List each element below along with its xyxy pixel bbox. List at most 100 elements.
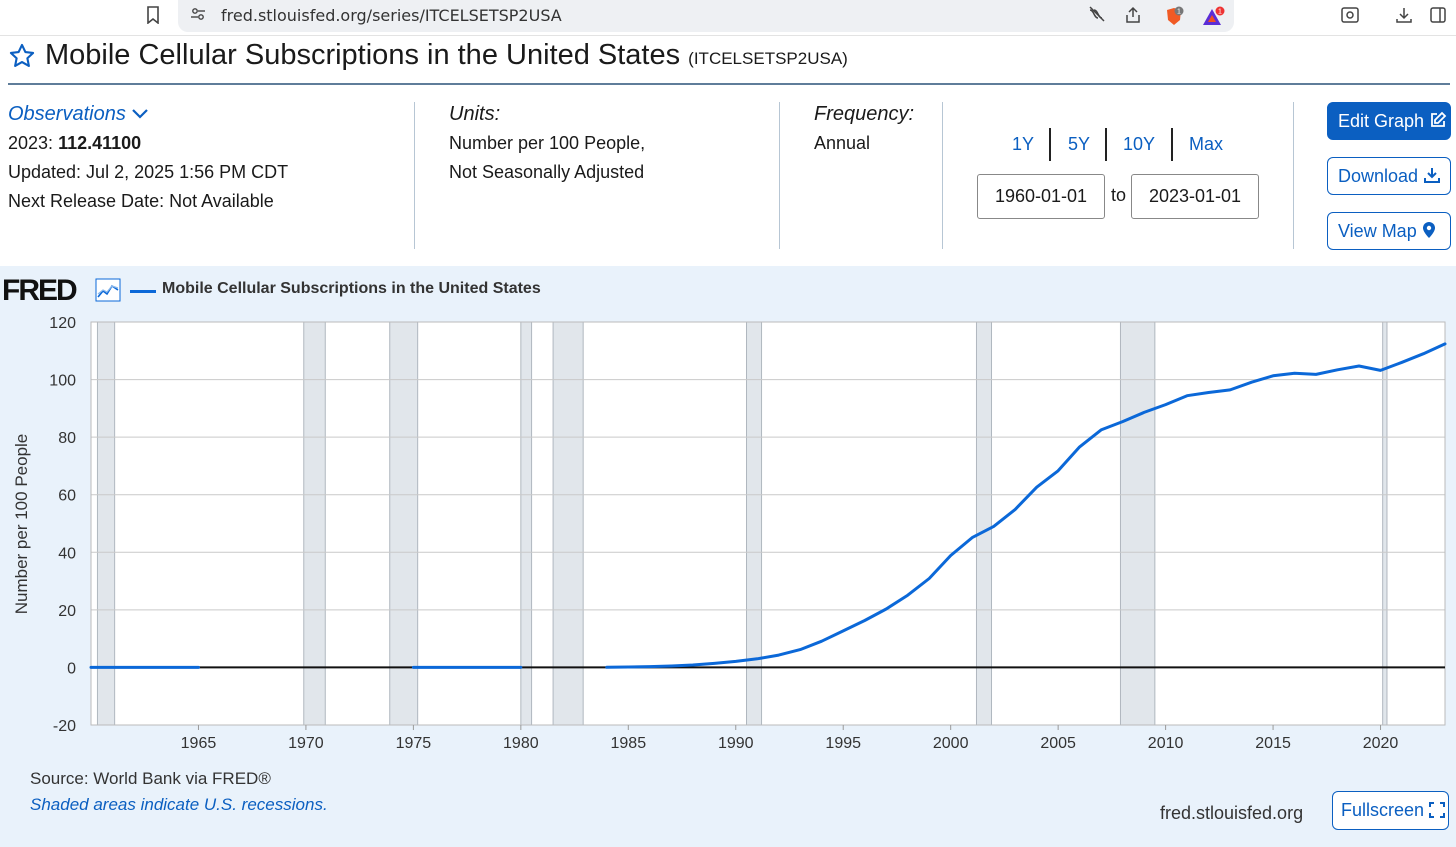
next-release-text: Next Release Date: Not Available	[8, 191, 274, 211]
series-id: (ITCELSETSP2USA)	[688, 49, 848, 68]
plot-border	[90, 321, 1446, 726]
map-pin-icon	[1422, 221, 1436, 241]
frequency-value: Annual	[814, 133, 871, 153]
brave-shields-icon[interactable]: 1	[1163, 6, 1184, 26]
y-tick-label: 120	[49, 315, 76, 332]
x-tick-label: 1970	[288, 735, 324, 752]
screenshot-icon[interactable]	[1340, 6, 1360, 26]
download-icon	[1423, 166, 1441, 186]
units-line-1: Number per 100 People,	[449, 133, 646, 153]
x-tick-label: 1995	[825, 735, 861, 752]
edit-graph-button[interactable]: Edit Graph	[1327, 102, 1451, 140]
range-1y[interactable]: 1Y	[1011, 134, 1035, 154]
legend-swatch	[130, 290, 156, 293]
page-title: Mobile Cellular Subscriptions in the Uni…	[45, 39, 848, 72]
download-button[interactable]: Download	[1327, 157, 1451, 195]
bookmark-icon[interactable]	[143, 6, 163, 26]
units-line-2: Not Seasonally Adjusted	[449, 162, 645, 182]
url-text[interactable]: fred.stlouisfed.org/series/ITCELSETSP2US…	[221, 6, 562, 25]
site-settings-icon[interactable]	[188, 6, 208, 26]
y-tick-label: 100	[49, 373, 76, 390]
svg-text:1: 1	[1218, 9, 1222, 16]
series-line	[605, 342, 1447, 669]
divider	[414, 102, 415, 249]
recession-shade	[520, 321, 533, 726]
fred-logo[interactable]: FRED	[2, 274, 78, 307]
view-map-label: View Map	[1338, 221, 1417, 241]
series-title: Mobile Cellular Subscriptions in the Uni…	[45, 39, 681, 71]
address-bar[interactable]	[178, 0, 1234, 32]
edit-graph-label: Edit Graph	[1338, 111, 1425, 131]
share-icon[interactable]	[1123, 6, 1143, 26]
graph-panel: FRED Mobile Cellular Subscriptions in th…	[0, 266, 1456, 847]
recession-shade	[975, 321, 993, 726]
latest-value: 112.41100	[58, 133, 142, 153]
downloads-icon[interactable]	[1394, 6, 1414, 26]
x-tick-label: 1975	[396, 735, 432, 752]
legend-label: Mobile Cellular Subscriptions in the Uni…	[162, 280, 541, 297]
recession-shade	[96, 321, 116, 726]
x-tick-label: 2000	[933, 735, 969, 752]
x-tick-label: 2010	[1148, 735, 1184, 752]
fred-site-link[interactable]: fred.stlouisfed.org	[1160, 803, 1304, 823]
range-divider	[1049, 128, 1051, 161]
chart-line-icon	[95, 278, 121, 307]
fullscreen-icon	[1429, 800, 1446, 820]
x-tick-label: 1990	[718, 735, 754, 752]
latest-observation: 2023: 112.41100	[8, 129, 288, 158]
range-divider	[1171, 128, 1173, 161]
line-chart[interactable]: -20 0 20 40 60 80 100 120 1965 1970 1975 1980 1985 1…	[0, 266, 1456, 766]
x-tick-label: 1985	[611, 735, 647, 752]
recession-shade	[1382, 321, 1388, 726]
recession-shade	[389, 321, 419, 726]
updated-text: Updated: Jul 2, 2025 1:56 PM CDT	[8, 162, 289, 182]
observations-label: Observations	[8, 103, 126, 125]
recession-shade	[746, 321, 763, 726]
frequency-label: Frequency:	[814, 103, 915, 125]
y-tick-label: 60	[58, 488, 76, 505]
svg-text:1: 1	[1177, 9, 1181, 16]
recession-note[interactable]: Shaded areas indicate U.S. recessions.	[30, 795, 328, 814]
edit-icon	[1429, 111, 1447, 131]
observations-toggle[interactable]: Observations	[8, 100, 288, 129]
brave-rewards-icon[interactable]: 1	[1201, 6, 1225, 26]
y-tick-label: 0	[67, 660, 76, 677]
y-axis-label: Number per 100 People	[12, 434, 31, 615]
download-label: Download	[1338, 166, 1419, 186]
date-range-to-label: to	[1111, 185, 1127, 205]
view-map-button[interactable]: View Map	[1327, 212, 1451, 250]
fullscreen-label: Fullscreen	[1341, 800, 1425, 820]
start-date-input[interactable]: 1960-01-01	[977, 174, 1105, 219]
recession-shade	[303, 321, 326, 726]
range-10y[interactable]: 10Y	[1122, 134, 1156, 154]
recession-shade	[1119, 321, 1156, 726]
sidebar-toggle-icon[interactable]	[1428, 6, 1448, 26]
browser-toolbar: fred.stlouisfed.org/series/ITCELSETSP2US…	[0, 0, 1456, 36]
x-tick-label: 2015	[1255, 735, 1291, 752]
y-tick-label: 20	[58, 603, 76, 620]
x-tick-label: 2005	[1040, 735, 1076, 752]
star-icon[interactable]	[8, 42, 36, 77]
divider	[1293, 102, 1294, 249]
latest-year: 2023:	[8, 133, 54, 153]
chevron-down-icon	[131, 104, 149, 124]
units-panel: Units: Number per 100 People, Not Season…	[449, 100, 645, 187]
recession-shade	[552, 321, 584, 726]
range-max[interactable]: Max	[1188, 134, 1223, 154]
observations-panel: Observations 2023: 112.41100 Updated: Ju…	[8, 100, 288, 216]
source-note: Source: World Bank via FRED®	[30, 769, 271, 788]
x-tick-label: 1965	[181, 735, 217, 752]
title-divider	[8, 83, 1450, 85]
series-title-row: Mobile Cellular Subscriptions in the Uni…	[0, 38, 1456, 82]
reader-mode-icon[interactable]	[1087, 6, 1107, 26]
range-divider	[1105, 128, 1107, 161]
range-5y[interactable]: 5Y	[1067, 134, 1091, 154]
y-tick-label: 80	[58, 430, 76, 447]
y-tick-label: 40	[58, 545, 76, 562]
end-date-input[interactable]: 2023-01-01	[1131, 174, 1259, 219]
x-tick-label: 1980	[503, 735, 539, 752]
divider	[779, 102, 780, 249]
units-label: Units:	[449, 103, 501, 125]
fullscreen-button[interactable]: Fullscreen	[1332, 791, 1449, 830]
plot-background	[91, 322, 1445, 725]
